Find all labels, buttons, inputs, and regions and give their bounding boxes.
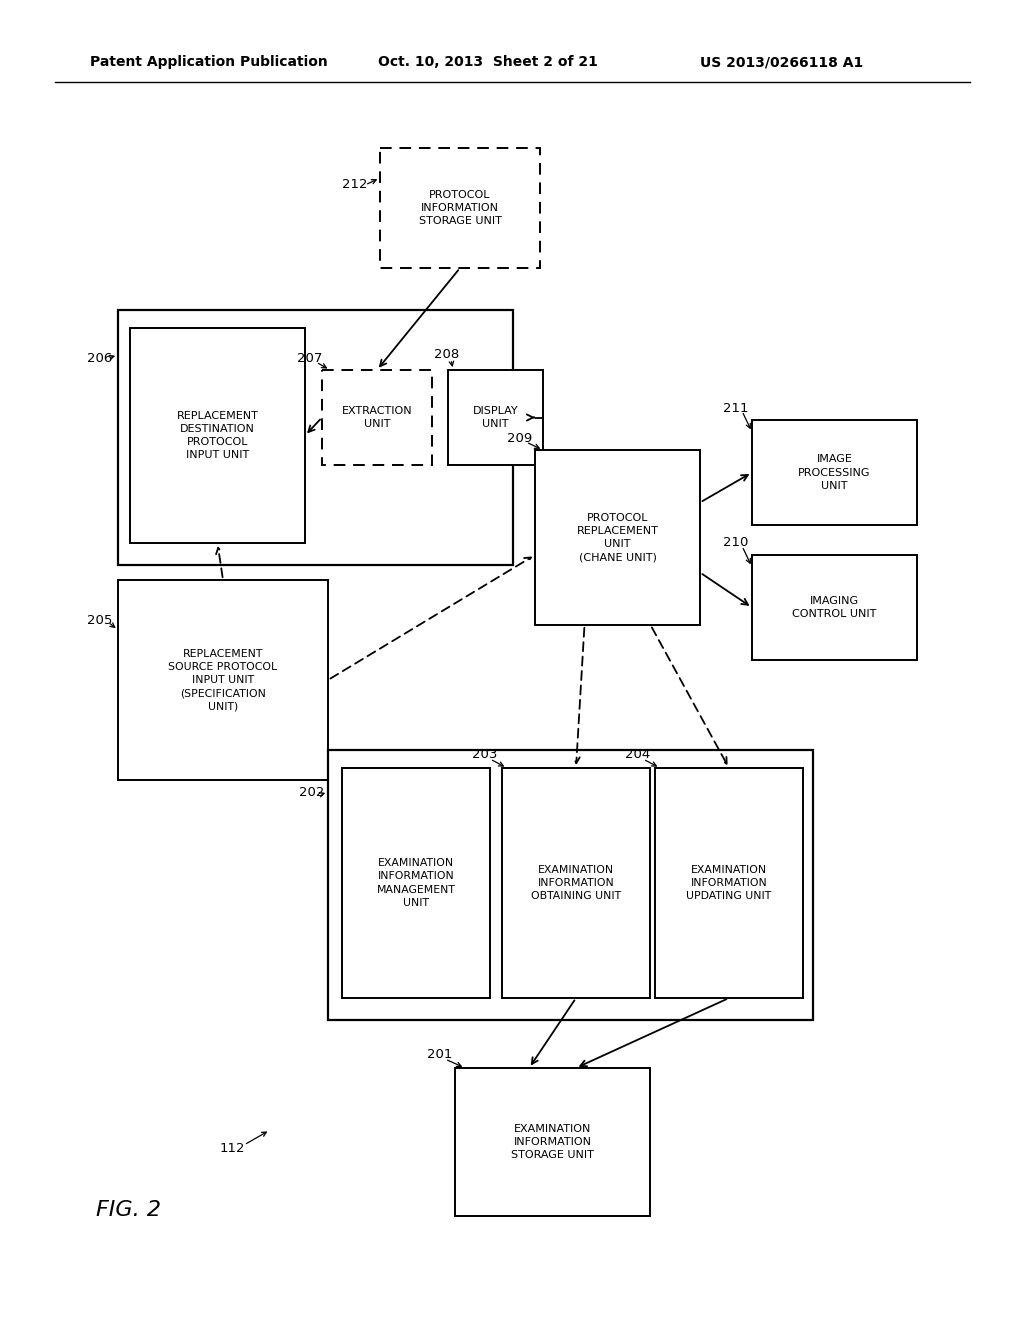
Text: Patent Application Publication: Patent Application Publication bbox=[90, 55, 328, 69]
Bar bbox=[449, 370, 543, 465]
Text: IMAGE
PROCESSING
UNIT: IMAGE PROCESSING UNIT bbox=[799, 454, 870, 491]
Text: 206: 206 bbox=[87, 351, 113, 364]
Text: 202: 202 bbox=[299, 787, 325, 800]
Text: DISPLAY
UNIT: DISPLAY UNIT bbox=[473, 407, 518, 429]
Text: Oct. 10, 2013  Sheet 2 of 21: Oct. 10, 2013 Sheet 2 of 21 bbox=[378, 55, 598, 69]
Text: PROTOCOL
REPLACEMENT
UNIT
(CHANE UNIT): PROTOCOL REPLACEMENT UNIT (CHANE UNIT) bbox=[577, 512, 658, 562]
Bar bbox=[118, 579, 328, 780]
Text: 112: 112 bbox=[219, 1142, 245, 1155]
Bar bbox=[752, 554, 918, 660]
Text: FIG. 2: FIG. 2 bbox=[95, 1200, 161, 1220]
Text: PROTOCOL
INFORMATION
STORAGE UNIT: PROTOCOL INFORMATION STORAGE UNIT bbox=[419, 190, 502, 226]
Text: EXAMINATION
INFORMATION
UPDATING UNIT: EXAMINATION INFORMATION UPDATING UNIT bbox=[686, 865, 772, 902]
Text: EXTRACTION
UNIT: EXTRACTION UNIT bbox=[342, 407, 413, 429]
Text: 204: 204 bbox=[626, 748, 650, 762]
Text: 211: 211 bbox=[723, 401, 749, 414]
Bar bbox=[752, 420, 918, 525]
Text: EXAMINATION
INFORMATION
MANAGEMENT
UNIT: EXAMINATION INFORMATION MANAGEMENT UNIT bbox=[377, 858, 456, 908]
Text: 205: 205 bbox=[87, 614, 113, 627]
Bar bbox=[130, 327, 305, 543]
Text: US 2013/0266118 A1: US 2013/0266118 A1 bbox=[700, 55, 863, 69]
Text: REPLACEMENT
SOURCE PROTOCOL
INPUT UNIT
(SPECIFICATION
UNIT): REPLACEMENT SOURCE PROTOCOL INPUT UNIT (… bbox=[168, 648, 278, 711]
Text: 209: 209 bbox=[507, 432, 532, 445]
Text: 207: 207 bbox=[297, 351, 323, 364]
Bar bbox=[322, 370, 432, 465]
Bar bbox=[455, 1068, 650, 1216]
Bar bbox=[328, 750, 813, 1020]
Text: 201: 201 bbox=[427, 1048, 453, 1061]
Bar bbox=[502, 768, 650, 998]
Text: IMAGING
CONTROL UNIT: IMAGING CONTROL UNIT bbox=[793, 595, 877, 619]
Bar bbox=[342, 768, 490, 998]
Bar bbox=[535, 450, 700, 624]
Text: REPLACEMENT
DESTINATION
PROTOCOL
INPUT UNIT: REPLACEMENT DESTINATION PROTOCOL INPUT U… bbox=[176, 411, 258, 461]
Bar bbox=[380, 148, 540, 268]
Text: EXAMINATION
INFORMATION
OBTAINING UNIT: EXAMINATION INFORMATION OBTAINING UNIT bbox=[530, 865, 622, 902]
Text: 203: 203 bbox=[472, 748, 498, 762]
Text: EXAMINATION
INFORMATION
STORAGE UNIT: EXAMINATION INFORMATION STORAGE UNIT bbox=[511, 1123, 594, 1160]
Bar bbox=[655, 768, 803, 998]
Text: 208: 208 bbox=[434, 348, 460, 362]
Text: 212: 212 bbox=[342, 178, 368, 191]
Text: 210: 210 bbox=[723, 536, 749, 549]
Bar bbox=[118, 310, 513, 565]
